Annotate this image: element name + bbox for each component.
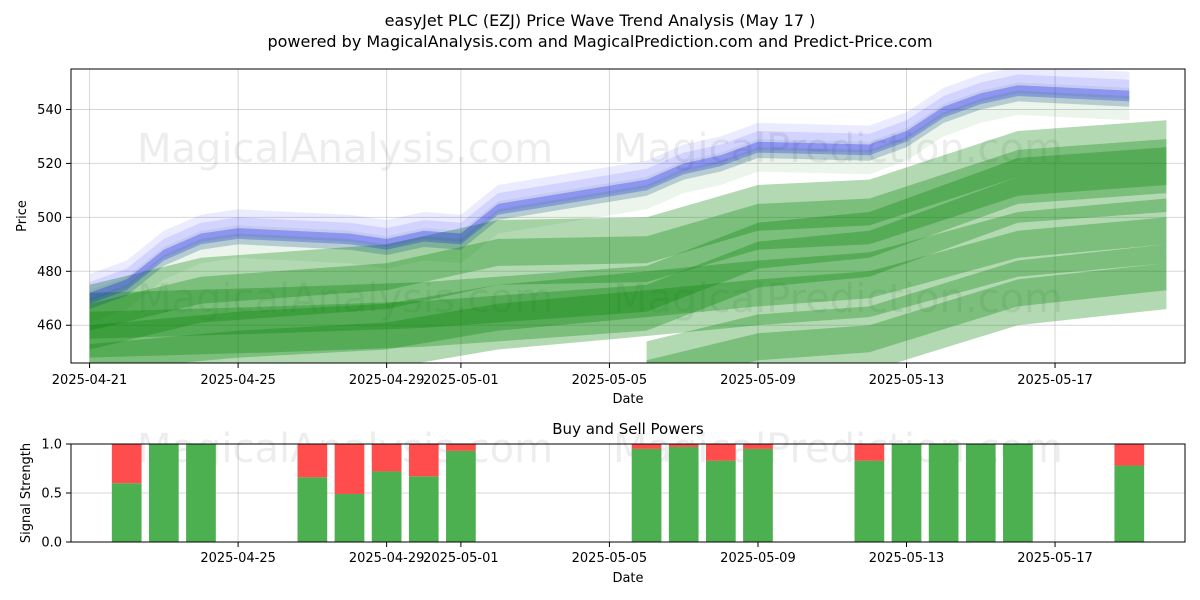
buy-power-bar	[408, 476, 439, 542]
signal-y-tick-label: 0.0	[41, 536, 62, 551]
buy-power-bar	[297, 477, 328, 542]
signal-x-tick-label: 2025-05-17	[1017, 551, 1093, 566]
actual-price-band	[89, 74, 1130, 304]
actual-price-band	[89, 85, 1130, 304]
sell-power-bar	[111, 444, 142, 484]
chart-subtitle: powered by MagicalAnalysis.com and Magic…	[267, 32, 932, 51]
buy-power-bar	[1114, 465, 1145, 542]
price-panel: MagicalAnalysis.com MagicalPrediction.co…	[15, 68, 1186, 407]
price-y-tick-label: 500	[37, 211, 62, 226]
sell-power-bar	[743, 444, 773, 449]
price-bands	[89, 69, 1167, 363]
prediction-band-inner	[646, 263, 1167, 363]
buy-power-bar	[371, 471, 402, 542]
price-y-tick-label: 460	[37, 319, 62, 334]
price-x-tick-label: 2025-04-29	[349, 373, 425, 388]
signal-x-tick-label: 2025-05-13	[869, 551, 945, 566]
buy-power-bar	[891, 444, 922, 542]
prediction-band-outer	[89, 147, 1167, 358]
price-x-tick-label: 2025-04-25	[200, 373, 276, 388]
chart-title: easyJet PLC (EZJ) Price Wave Trend Analy…	[385, 11, 816, 30]
buy-power-bar	[928, 444, 959, 542]
actual-price-band	[89, 69, 1130, 301]
sell-power-bar	[408, 444, 439, 477]
buy-power-bar	[965, 444, 996, 542]
price-x-tick-label: 2025-04-21	[52, 373, 128, 388]
prediction-band-inner	[89, 217, 1167, 363]
sell-power-bar	[446, 444, 476, 451]
buy-power-bar	[705, 460, 736, 542]
sell-power-bar	[631, 444, 662, 449]
sell-power-bar	[371, 444, 402, 472]
actual-price-band	[89, 82, 1130, 323]
buy-power-bar	[854, 460, 885, 542]
price-axes-frame	[70, 68, 1186, 364]
signal-x-tick-label: 2025-04-25	[200, 551, 276, 566]
signal-panel: Buy and Sell Powers MagicalAnalysis.com …	[19, 420, 1186, 586]
watermark-text: MagicalAnalysis.com	[137, 126, 553, 172]
watermark-text: MagicalPrediction.com	[613, 126, 1063, 172]
signal-x-tick-label: 2025-05-09	[720, 551, 796, 566]
price-band-group	[89, 69, 1167, 363]
signal-bars	[111, 444, 1145, 542]
price-ticks: 2025-04-21 2025-04-25 2025-04-292025-05-01…	[37, 103, 1093, 388]
buy-power-bar	[111, 483, 142, 542]
actual-price-band	[89, 85, 1130, 310]
watermark-text: MagicalPrediction.com	[613, 276, 1063, 322]
prediction-band-outer	[89, 198, 1167, 363]
price-y-tick-label: 520	[37, 157, 62, 172]
price-y-tick-label: 540	[37, 103, 62, 118]
signal-ylabel: Signal Strength	[19, 443, 34, 543]
buy-power-bar	[743, 448, 773, 542]
sell-power-bar	[705, 444, 736, 461]
prediction-band-inner	[89, 139, 1167, 331]
sell-power-bar	[668, 444, 699, 447]
price-x-tick-label: 2025-05-09	[720, 373, 796, 388]
price-y-tick-label: 480	[37, 265, 62, 280]
buy-power-bar	[631, 448, 662, 542]
sell-power-bar	[1114, 444, 1145, 466]
buy-power-bar	[446, 450, 476, 542]
sell-power-bar	[334, 444, 365, 494]
signal-title: Buy and Sell Powers	[552, 420, 704, 438]
buy-power-bar	[186, 444, 216, 542]
price-xlabel: Date	[612, 392, 643, 407]
prediction-band-outer	[89, 120, 1167, 350]
price-x-tick-label: 2025-05-05	[572, 373, 648, 388]
buy-power-bar	[1003, 444, 1033, 542]
signal-y-tick-label: 1.0	[41, 438, 62, 453]
price-watermarks: MagicalAnalysis.com MagicalPrediction.co…	[137, 126, 1063, 322]
prediction-band-inner	[89, 166, 1167, 339]
actual-price-band	[89, 90, 1130, 310]
watermark-text: MagicalAnalysis.com	[137, 276, 553, 322]
price-x-tick-label: 2025-05-01	[423, 373, 499, 388]
price-x-tick-label: 2025-05-17	[1017, 373, 1093, 388]
signal-y-tick-label: 0.5	[41, 487, 62, 502]
buy-power-bar	[334, 493, 365, 542]
price-x-tick-label: 2025-05-13	[869, 373, 945, 388]
buy-power-bar	[148, 444, 179, 542]
sell-power-bar	[854, 444, 885, 461]
signal-x-tick-label: 2025-05-05	[572, 551, 648, 566]
signal-x-tick-label: 2025-05-01	[423, 551, 499, 566]
price-grid	[71, 69, 1185, 363]
signal-x-tick-label: 2025-04-29	[349, 551, 425, 566]
sell-power-bar	[297, 444, 328, 478]
buy-power-bar	[668, 446, 699, 542]
prediction-band-outer	[646, 244, 1167, 363]
signal-xlabel: Date	[612, 571, 643, 586]
price-ylabel: Price	[15, 200, 30, 232]
